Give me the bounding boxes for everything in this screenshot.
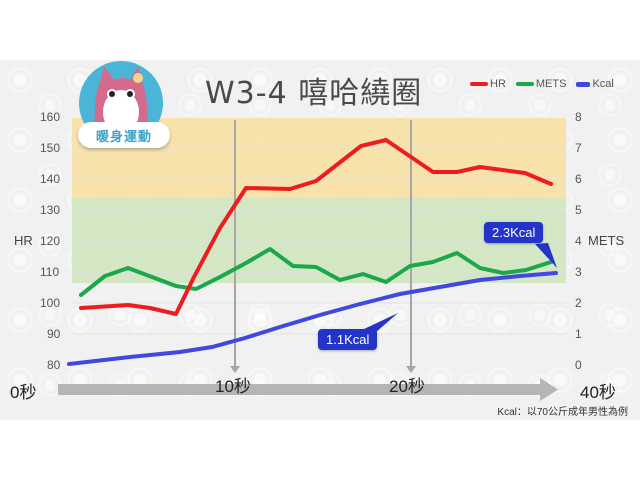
time-label-20: 20秒 xyxy=(389,377,425,396)
hr-tick: 150 xyxy=(40,141,61,155)
mets-tick: 7 xyxy=(575,141,582,155)
mets-line xyxy=(79,247,553,297)
kcal-swatch-icon xyxy=(576,81,591,87)
kcal-callout-high: 2.3Kcal xyxy=(484,222,544,243)
legend-item-hr: HR xyxy=(470,78,506,90)
hr-swatch-icon xyxy=(470,82,488,86)
warmup-badge: 暖身運動 xyxy=(78,122,170,148)
hr-tick: 100 xyxy=(40,296,61,310)
time-label-0: 0秒 xyxy=(10,383,37,402)
hr-tick: 130 xyxy=(40,203,61,217)
time-label-40: 40秒 xyxy=(580,383,616,402)
time-markers xyxy=(230,120,416,373)
mets-tick: 5 xyxy=(575,203,582,217)
mets-swatch-icon xyxy=(515,82,534,86)
mets-axis-title: METS xyxy=(588,233,625,248)
hr-tick: 90 xyxy=(47,327,61,341)
legend-item-mets: METS xyxy=(515,78,566,90)
mets-tick: 1 xyxy=(575,327,582,341)
mets-tick: 6 xyxy=(575,172,582,186)
legend-item-kcal: Kcal xyxy=(576,78,614,90)
mets-tick: 4 xyxy=(575,234,582,248)
kcal-line xyxy=(67,271,558,366)
time-label-10: 10秒 xyxy=(215,377,251,396)
hr-tick: 80 xyxy=(47,358,61,372)
legend: HR METS Kcal xyxy=(470,78,620,90)
callout-tail-high xyxy=(535,243,557,268)
hr-tick: 140 xyxy=(40,172,61,186)
kcal-footnote: Kcal：以70公斤成年男性為例 xyxy=(497,407,628,418)
callout-tail-low xyxy=(362,313,398,333)
hr-tick: 110 xyxy=(40,265,60,279)
mets-tick: 3 xyxy=(575,265,582,279)
mets-tick: 8 xyxy=(575,110,582,124)
hr-tick: 160 xyxy=(40,110,61,124)
mets-tick: 2 xyxy=(575,296,582,310)
time-arrow xyxy=(58,378,558,401)
hr-tick: 120 xyxy=(40,234,61,248)
kcal-callout-low: 1.1Kcal xyxy=(318,329,378,350)
hr-axis-title: HR xyxy=(14,233,33,248)
mets-tick: 0 xyxy=(575,358,582,372)
hr-line xyxy=(79,138,553,316)
page-title: W3-4 嘻哈繞圈 xyxy=(205,76,423,111)
